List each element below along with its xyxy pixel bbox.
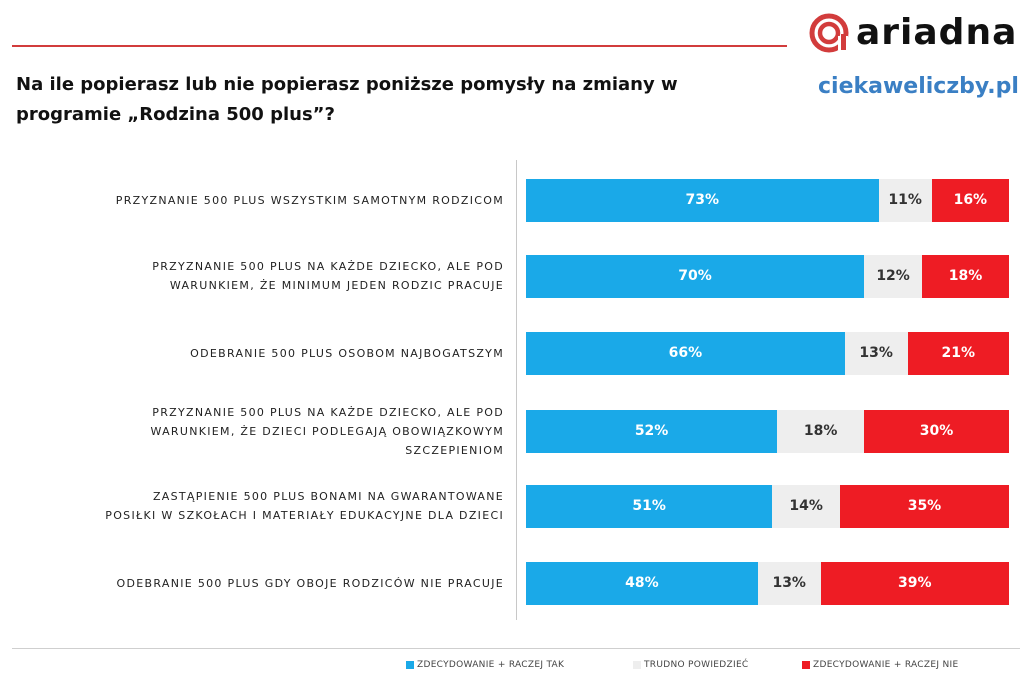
bar-segment-no: 39% (820, 561, 1009, 605)
bar-segment-unsure: 13% (757, 561, 821, 605)
bar-segment-no: 21% (907, 331, 1009, 375)
legend-item: ZDECYDOWANIE + RACZEJ TAK (406, 660, 564, 670)
category-label-line: PRZYZNANIE 500 PLUS NA KAŻDE DZIECKO, AL… (152, 405, 504, 419)
category-label: PRZYZNANIE 500 PLUS WSZYSTKIM SAMOTNYM R… (14, 191, 504, 210)
category-label-line: SZCZEPIENIOM (405, 443, 504, 457)
category-label-line: PRZYZNANIE 500 PLUS WSZYSTKIM SAMOTNYM R… (115, 193, 504, 207)
category-label-line: ODEBRANIE 500 PLUS OSOBOM NAJBOGATSZYM (190, 346, 504, 360)
data-label: 39% (898, 575, 932, 591)
legend-swatch (802, 661, 810, 669)
legend-label: ZDECYDOWANIE + RACZEJ NIE (813, 660, 959, 670)
bar-segment-yes: 51% (526, 484, 773, 528)
bar-segment-yes: 48% (526, 561, 758, 605)
legend-label: TRUDNO POWIEDZIEĆ (644, 660, 749, 670)
bar-segment-yes: 66% (526, 331, 845, 375)
data-label: 13% (859, 345, 893, 361)
ariadna-logo-icon (809, 13, 849, 53)
category-label-line: WARUNKIEM, ŻE DZIECI PODLEGAJĄ OBOWIĄZKO… (150, 424, 504, 438)
category-label: ZASTĄPIENIE 500 PLUS BONAMI NA GWARANTOW… (14, 487, 504, 525)
data-label: 52% (634, 423, 669, 439)
data-label: 13% (772, 575, 806, 591)
data-label: 70% (678, 268, 712, 284)
data-label: 66% (668, 345, 703, 361)
bar-row: 73% 11% 16% (526, 178, 1009, 222)
bar-segment-no: 16% (931, 178, 1009, 222)
bar-segment-no: 18% (922, 254, 1009, 298)
bar-segment-unsure: 12% (864, 254, 923, 298)
bar-segment-yes: 52% (526, 409, 778, 453)
category-label-line: WARUNKIEM, ŻE MINIMUM JEDEN RODZIC PRACU… (169, 279, 504, 292)
data-label: 73% (685, 192, 720, 208)
bar-segment-no: 30% (864, 409, 1009, 453)
bar-segment-unsure: 11% (878, 178, 932, 222)
category-label: ODEBRANIE 500 PLUS GDY OBOJE RODZICÓW NI… (14, 574, 504, 593)
legend-label: ZDECYDOWANIE + RACZEJ TAK (417, 660, 565, 670)
legend: ZDECYDOWANIE + RACZEJ TAK TRUDNO POWIEDZI… (0, 660, 1033, 674)
bar-segment-unsure: 13% (844, 331, 908, 375)
brand-logo: ariadna (808, 10, 1017, 56)
header-divider (12, 45, 787, 47)
bar-segment-no: 35% (839, 484, 1009, 528)
data-label: 35% (907, 498, 942, 514)
category-label-line: PRZYZNANIE 500 PLUS NA KAŻDE DZIECKO, AL… (152, 260, 504, 273)
legend-item: TRUDNO POWIEDZIEĆ (633, 660, 749, 670)
bar-row: 70% 12% 18% (526, 254, 1009, 298)
bar-row: 48% 13% 39% (526, 561, 1009, 605)
logo-text: ariadna (856, 12, 1018, 53)
site-url: ciekaweliczby.pl (818, 74, 1019, 99)
data-label: 51% (632, 498, 666, 514)
data-label: 21% (941, 345, 976, 361)
bar-segment-unsure: 14% (772, 484, 840, 528)
footer-divider (12, 648, 1020, 649)
data-label: 12% (876, 268, 910, 284)
legend-item: ZDECYDOWANIE + RACZEJ NIE (802, 660, 958, 670)
data-label: 11% (888, 192, 922, 208)
category-label-line: ODEBRANIE 500 PLUS GDY OBOJE RODZICÓW NI… (116, 576, 504, 590)
bar-segment-unsure: 18% (777, 409, 865, 453)
data-label: 30% (919, 423, 954, 439)
bar-segment-yes: 70% (526, 254, 865, 298)
category-label: PRZYZNANIE 500 PLUS NA KAŻDE DZIECKO, AL… (14, 403, 504, 460)
data-label: 48% (625, 575, 659, 591)
category-axis-line (516, 160, 517, 620)
category-label-line: POSIŁKI W SZKOŁACH I MATERIAŁY EDUKACYJN… (105, 509, 504, 522)
data-label: 14% (789, 498, 823, 514)
legend-swatch (633, 661, 641, 669)
category-label: ODEBRANIE 500 PLUS OSOBOM NAJBOGATSZYM (14, 344, 504, 363)
bar-row: 51% 14% 35% (526, 484, 1009, 528)
bar-segment-yes: 73% (526, 178, 879, 222)
bar-row: 52% 18% 30% (526, 409, 1009, 453)
data-label: 18% (803, 423, 838, 439)
legend-swatch (406, 661, 414, 669)
data-label: 18% (948, 268, 983, 284)
chart-title: Na ile popierasz lub nie popierasz poniż… (16, 74, 678, 125)
data-label: 16% (953, 192, 988, 208)
bar-row: 66% 13% 21% (526, 331, 1009, 375)
category-label-line: ZASTĄPIENIE 500 PLUS BONAMI NA GWARANTOW… (152, 490, 504, 503)
category-label: PRZYZNANIE 500 PLUS NA KAŻDE DZIECKO, AL… (14, 257, 504, 295)
stacked-bar-chart: PRZYZNANIE 500 PLUS WSZYSTKIM SAMOTNYM R… (0, 160, 1033, 620)
